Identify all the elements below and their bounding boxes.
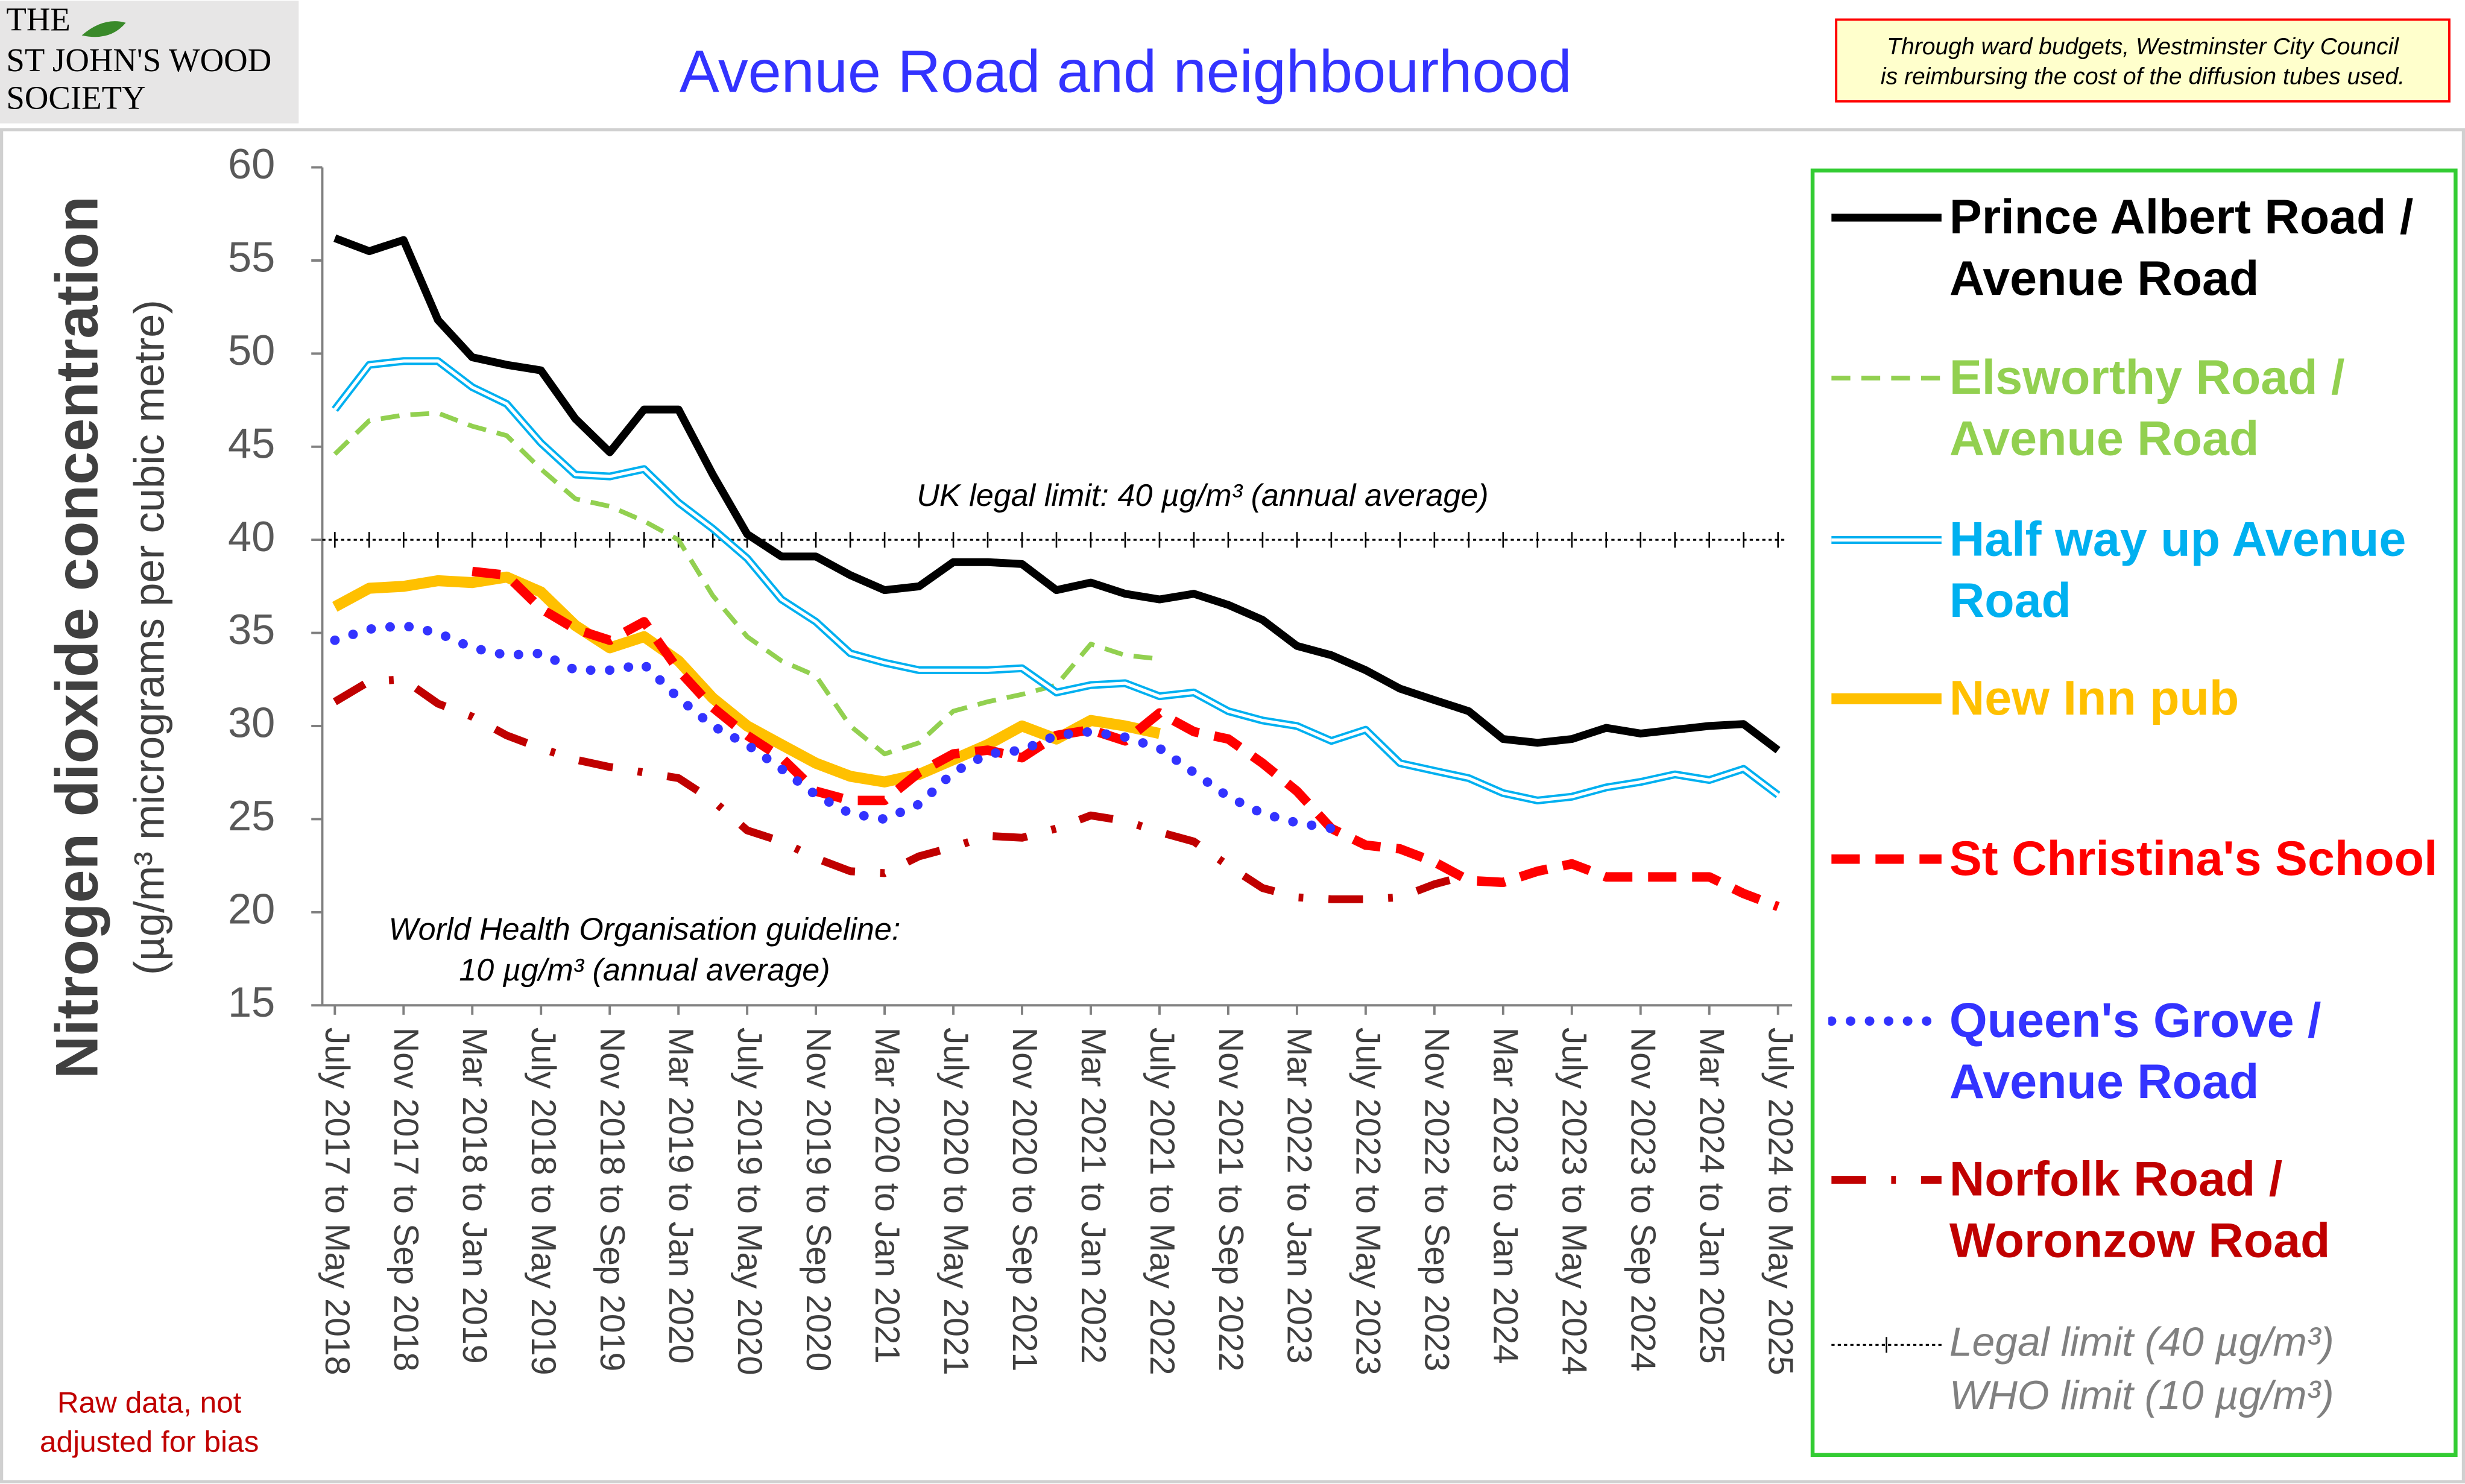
x-tick-label: Nov 2017 to Sep 2018: [387, 1028, 425, 1372]
x-tick-label: July 2018 to May 2019: [524, 1028, 563, 1375]
x-tick-label: Mar 2019 to Jan 2020: [661, 1028, 700, 1364]
series-line: [332, 675, 1470, 903]
annotation: World Health Organisation guideline:: [388, 912, 900, 947]
x-tick-label: July 2023 to May 2024: [1555, 1028, 1594, 1375]
legend-swatch: [1831, 1176, 1942, 1184]
legend-note: Legal limit (40 µg/m³): [1949, 1318, 2334, 1366]
y-tick-label: 50: [228, 326, 275, 374]
y-tick-label: 35: [228, 605, 275, 653]
x-tick-label: Nov 2020 to Sep 2021: [1005, 1028, 1044, 1372]
y-tick-label: 40: [228, 513, 275, 560]
logo-text: SOCIETY: [6, 80, 145, 116]
reference-label: UK legal limit: 40 µg/m³ (annual average…: [917, 478, 1488, 513]
x-tick-label: July 2021 to May 2022: [1143, 1028, 1181, 1375]
legend-label: Prince Albert Road / Avenue Road: [1949, 189, 2414, 306]
x-tick-label: Nov 2023 to Sep 2024: [1624, 1028, 1662, 1372]
y-axis-subtitle: (µg/m³ micrograms per cubic metre): [125, 300, 172, 975]
y-axis-title: Nitrogen dioxide concentration: [43, 196, 110, 1079]
y-tick-label: 55: [228, 233, 275, 281]
legend-label: St Christina's School: [1949, 830, 2438, 886]
legend-swatch: [1831, 693, 1942, 704]
series-line-inner: [333, 359, 1779, 803]
x-tick-label: Mar 2024 to Jan 2025: [1693, 1028, 1731, 1364]
x-tick-label: Mar 2022 to Jan 2023: [1280, 1028, 1319, 1364]
legend-label: Queen's Grove / Avenue Road: [1949, 993, 2321, 1110]
x-tick-label: July 2019 to May 2020: [730, 1028, 769, 1375]
footnote: adjusted for bias: [40, 1426, 259, 1459]
x-tick-label: Mar 2018 to Jan 2019: [455, 1028, 494, 1364]
y-tick-label: 25: [228, 792, 275, 839]
annotation: 10 µg/m³ (annual average): [459, 953, 830, 988]
series-line: [333, 411, 1160, 757]
legend-swatch: [1831, 376, 1942, 380]
note-text: Through ward budgets, Westminster City C…: [1887, 34, 2399, 60]
series-line: [332, 571, 1161, 788]
x-tick-label: Mar 2020 to Jan 2021: [868, 1028, 906, 1364]
logo-text: THE: [6, 1, 70, 37]
x-tick-label: Nov 2022 to Sep 2023: [1418, 1028, 1456, 1372]
footnote: Raw data, not: [57, 1386, 242, 1419]
y-tick-label: 20: [228, 885, 275, 932]
legend-swatch: [1831, 854, 1942, 864]
series-line: [333, 234, 1781, 754]
legend-note: WHO limit (10 µg/m³): [1949, 1371, 2334, 1419]
note-text: is reimbursing the cost of the diffusion…: [1881, 63, 2405, 89]
x-tick-label: Mar 2021 to Jan 2022: [1074, 1028, 1113, 1364]
x-tick-label: July 2024 to May 2025: [1761, 1028, 1800, 1375]
series-line: [330, 620, 1336, 833]
chart-border: [0, 128, 2465, 1483]
legend-label: Half way up Avenue Road: [1949, 511, 2407, 628]
y-tick-label: 60: [228, 140, 275, 188]
legend-swatch: [1831, 535, 1942, 544]
x-tick-label: Nov 2021 to Sep 2022: [1211, 1028, 1250, 1372]
legend-label: New Inn pub: [1949, 670, 2239, 726]
legend-swatch: [1831, 213, 1942, 222]
legend-label: Elsworthy Road / Avenue Road: [1949, 350, 2345, 466]
x-tick-label: Nov 2018 to Sep 2019: [593, 1028, 631, 1372]
x-tick-label: July 2017 to May 2018: [318, 1028, 356, 1375]
legend: Prince Albert Road / Avenue Road Elsworth…: [1816, 174, 2452, 1450]
chart-title: Avenue Road and neighbourhood: [680, 38, 1572, 105]
legend-body: Prince Albert Road / Avenue Road Elsworth…: [1816, 174, 2452, 1450]
x-tick-label: Nov 2019 to Sep 2020: [799, 1028, 838, 1372]
legend-label: Norfolk Road / Woronzow Road: [1949, 1151, 2331, 1268]
legend-frame: [1810, 168, 2458, 1457]
logo-text: ST JOHN'S WOOD: [6, 42, 271, 78]
note-box: [1835, 18, 2451, 103]
logo-background: [0, 1, 299, 124]
legend-swatch: [1831, 1337, 1942, 1353]
y-tick-label: 45: [228, 419, 275, 467]
x-tick-label: July 2022 to May 2023: [1349, 1028, 1387, 1375]
logo-leaf: [81, 21, 126, 37]
y-tick-label: 15: [228, 978, 275, 1026]
x-tick-label: Mar 2023 to Jan 2024: [1486, 1028, 1525, 1364]
x-tick-label: July 2020 to May 2021: [936, 1028, 975, 1375]
y-tick-label: 30: [228, 699, 275, 747]
legend-swatch: [1828, 1016, 1945, 1026]
